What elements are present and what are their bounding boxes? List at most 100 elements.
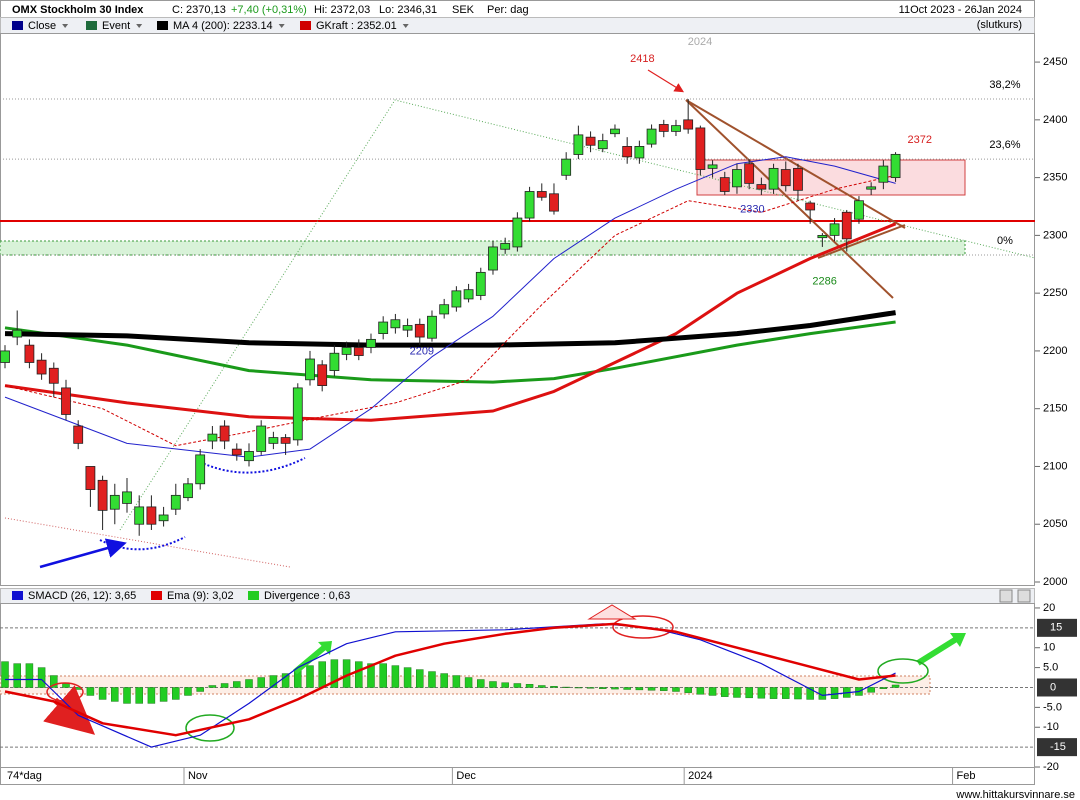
histogram-bar xyxy=(403,667,412,688)
candle-body xyxy=(414,323,425,338)
legend-label: Event xyxy=(102,20,130,32)
annotation: 2418 xyxy=(630,53,654,65)
candle-body xyxy=(707,164,718,169)
histogram-bar xyxy=(147,687,156,704)
candle-body xyxy=(866,186,877,190)
histogram-bar xyxy=(489,681,497,688)
watermark: www.hittakursvinnare.se xyxy=(955,789,1075,800)
highlight-ellipse xyxy=(877,658,929,684)
candle-body xyxy=(597,140,608,150)
y-tick-label: -5.0 xyxy=(1043,701,1062,713)
histogram-bar xyxy=(672,687,680,692)
arrow xyxy=(647,69,685,93)
candle-body xyxy=(219,425,230,442)
candle-body xyxy=(610,128,620,135)
histogram-bar xyxy=(525,684,534,688)
histogram-bar xyxy=(330,659,339,688)
y-tick-label: 5.0 xyxy=(1043,662,1058,674)
histogram-bar xyxy=(623,687,631,690)
candle-body xyxy=(817,234,828,239)
x-tick-label: Nov xyxy=(188,770,208,782)
histogram-bar xyxy=(769,687,778,699)
candle-body xyxy=(732,169,742,188)
legend-bar xyxy=(0,17,1035,34)
y-tick-label: 2250 xyxy=(1043,287,1067,299)
candle-body xyxy=(744,163,755,184)
histogram-bar xyxy=(233,681,241,688)
histogram-bar xyxy=(757,687,766,699)
candle-body xyxy=(244,451,254,462)
year-label: 2024 xyxy=(688,36,712,48)
quote-item: +7,40 (+0,31%) xyxy=(231,4,307,16)
y-tick-label: 10 xyxy=(1043,642,1055,654)
candle-body xyxy=(36,359,47,375)
histogram-bar xyxy=(586,687,595,689)
candle-body xyxy=(134,506,145,525)
support-zone xyxy=(0,240,966,256)
settings-icon[interactable] xyxy=(1017,589,1031,603)
histogram-bar xyxy=(782,687,790,699)
candle-body xyxy=(451,290,462,308)
level-box xyxy=(1037,738,1077,757)
arrow xyxy=(293,643,328,675)
candle-body xyxy=(500,243,511,250)
histogram-bar xyxy=(172,687,180,700)
candle-body xyxy=(24,344,35,363)
histogram-bar xyxy=(660,687,668,691)
annotation: 2286 xyxy=(812,275,836,287)
indicator-line xyxy=(5,623,896,748)
candle-body xyxy=(183,483,193,499)
histogram-bar xyxy=(62,683,70,688)
quote-item: Lo: 2346,31 xyxy=(379,4,437,16)
candle-body xyxy=(439,304,450,315)
candle-body xyxy=(634,146,645,159)
candle-body xyxy=(878,165,889,183)
candle-body xyxy=(366,338,376,348)
zoom-icon[interactable] xyxy=(999,589,1013,603)
indicator-line xyxy=(4,156,896,458)
price-note: (slutkurs) xyxy=(977,19,1022,31)
trend-guide xyxy=(4,517,291,568)
channel-line xyxy=(685,99,894,299)
histogram-bar xyxy=(721,687,729,697)
histogram-bar xyxy=(25,663,34,688)
candle-body xyxy=(146,506,157,525)
fib-label: 0% xyxy=(997,235,1013,247)
dotted-arc xyxy=(99,536,186,551)
main-frame xyxy=(0,33,1035,586)
dotted-arc xyxy=(199,457,306,474)
trend-guide xyxy=(119,99,1036,531)
candle-body xyxy=(85,466,96,490)
histogram-bar xyxy=(696,687,705,695)
histogram-bar xyxy=(111,687,119,702)
legend-swatch xyxy=(151,591,162,600)
candle-body xyxy=(195,454,206,485)
candle-body xyxy=(890,153,901,179)
candle-body xyxy=(170,494,181,510)
indicator-line xyxy=(4,310,896,348)
histogram-bar xyxy=(733,687,741,698)
histogram-bar xyxy=(159,687,168,702)
candle-body xyxy=(256,425,267,452)
annotation: 2209 xyxy=(410,345,434,357)
candle-body xyxy=(0,350,10,363)
main-panel xyxy=(0,33,1036,586)
y-tick-label: 2400 xyxy=(1043,114,1067,126)
candle-body xyxy=(122,491,132,504)
candle-body xyxy=(719,177,730,192)
candle-body xyxy=(317,364,328,386)
legend-swatch xyxy=(300,21,311,30)
candle-body xyxy=(292,387,303,441)
histogram-bar xyxy=(562,686,570,688)
level-box xyxy=(1037,618,1077,637)
candle-body xyxy=(305,358,315,381)
candle-body xyxy=(427,315,437,339)
histogram-bar xyxy=(1,661,9,688)
x-tick-label: Feb xyxy=(957,770,976,782)
annotation: 2330 xyxy=(740,204,764,216)
histogram-bar xyxy=(379,663,387,688)
fib-label: 38,2% xyxy=(989,79,1020,91)
candle-body xyxy=(841,211,852,240)
histogram-bar xyxy=(879,687,888,689)
